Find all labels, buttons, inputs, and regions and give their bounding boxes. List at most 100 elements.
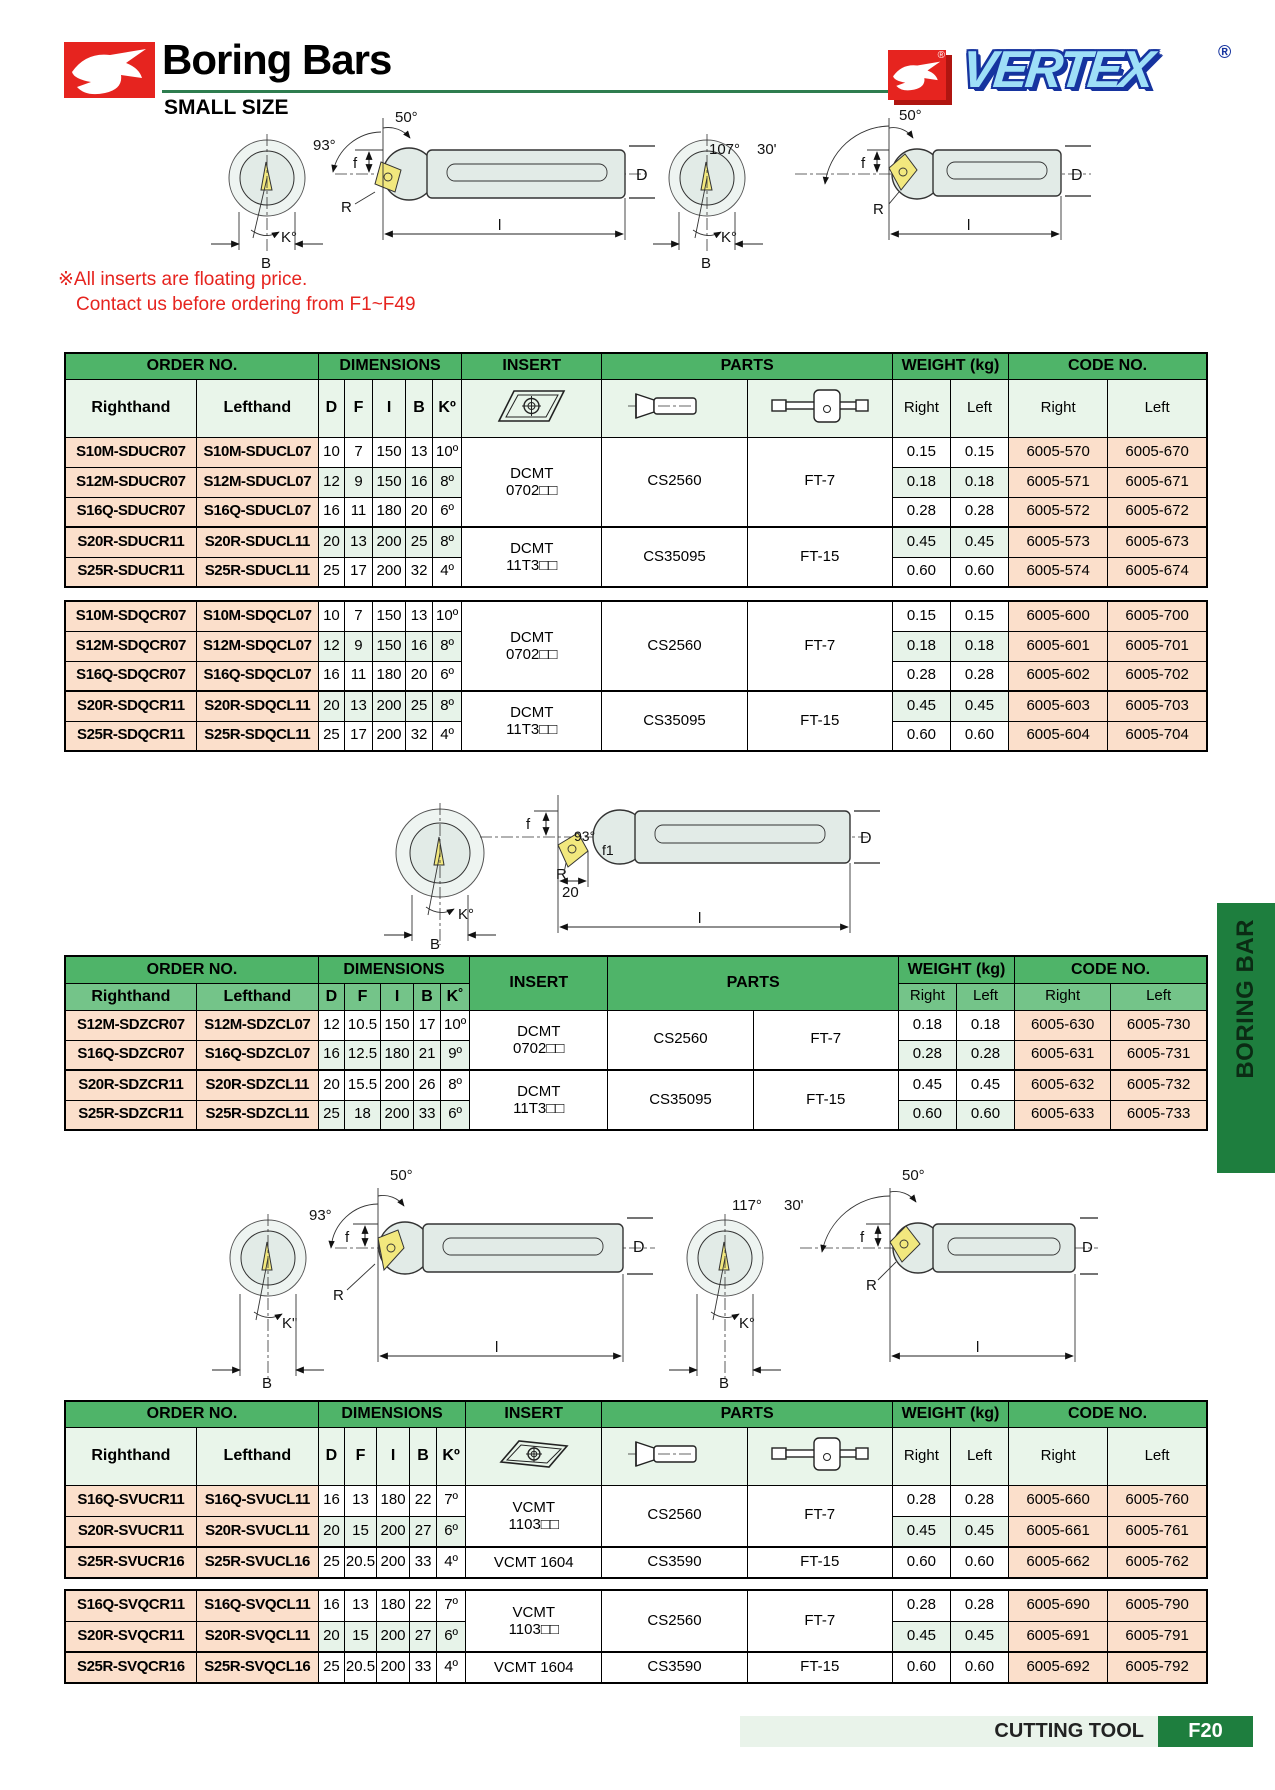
screw-cell: CS2560	[601, 436, 748, 528]
insert-cell: VCMT 1103□□	[465, 1484, 603, 1548]
vcmt-insert-icon	[465, 1426, 603, 1486]
dim-cell: 13	[343, 526, 374, 558]
dim-i-header: I	[372, 378, 407, 438]
label-k: K°	[739, 1315, 755, 1332]
label-angle-min: 30'	[784, 1197, 804, 1214]
order-left-cell: S25R-SVQCL16	[195, 1651, 319, 1684]
weight-right-cell: 0.45	[891, 1515, 951, 1548]
code-left-cell: 6005-702	[1107, 660, 1208, 692]
order-right-cell: S16Q-SDUCR07	[64, 496, 197, 528]
table-row: S12M-SDQCR07 S12M-SDQCL07 12 9 150 16 8º…	[64, 630, 1208, 662]
dim-cell: 20	[317, 1069, 345, 1101]
dim-cell: 150	[371, 600, 407, 632]
weight-left-cell: 0.45	[955, 1069, 1016, 1101]
dim-cell: 180	[376, 1484, 411, 1517]
lefthand-header: Lefthand	[195, 982, 319, 1011]
dim-cell: 20	[405, 496, 434, 528]
footer-page-number: F20	[1158, 1716, 1253, 1747]
dim-cell: 10	[317, 600, 345, 632]
dimensions-header: DIMENSIONS	[317, 352, 463, 380]
code-left-cell: 6005-762	[1107, 1546, 1208, 1579]
dim-cell: 7	[343, 600, 374, 632]
weight-left-cell: 0.18	[949, 630, 1010, 662]
code-no-header: CODE NO.	[1008, 1400, 1208, 1428]
dim-cell: 13	[405, 600, 434, 632]
screw-cell: CS35095	[607, 1069, 754, 1131]
order-right-cell: S12M-SDZCR07	[64, 1009, 197, 1041]
dim-cell: 18	[343, 1099, 382, 1131]
righthand-header: Righthand	[64, 1426, 197, 1486]
table-header-row: ORDER NO. DIMENSIONS INSERT PARTS WEIGHT…	[64, 1400, 1208, 1428]
dim-cell: 10º	[432, 600, 463, 632]
dim-cell: 32	[405, 556, 434, 588]
order-right-cell: S12M-SDUCR07	[64, 466, 197, 498]
registered-mark: ®	[937, 50, 945, 61]
insert-polygon	[377, 1229, 405, 1272]
weight-left-cell: 0.28	[949, 1589, 1010, 1622]
code-left-cell: 6005-790	[1107, 1589, 1208, 1622]
order-left-cell: S16Q-SVUCL11	[195, 1484, 319, 1517]
code-left-header: Left	[1110, 982, 1208, 1011]
dim-cell: 26	[413, 1069, 442, 1101]
page-subtitle: SMALL SIZE	[164, 96, 289, 119]
dim-cell: 7º	[436, 1484, 467, 1517]
table-row: S20R-SVQCR11 S20R-SVQCL11 20 15 200 27 6…	[64, 1620, 1208, 1653]
order-left-cell: S20R-SDQCL11	[195, 690, 319, 722]
code-right-cell: 6005-601	[1008, 630, 1109, 662]
code-left-cell: 6005-672	[1107, 496, 1208, 528]
label-angle-top: 50°	[899, 107, 922, 124]
insert-cell: VCMT 1604	[465, 1651, 603, 1684]
dim-i-header: I	[380, 982, 415, 1011]
code-left-cell: 6005-760	[1107, 1484, 1208, 1517]
label-l: l	[698, 910, 701, 927]
table-header-row: ORDER NO. DIMENSIONS INSERT PARTS WEIGHT…	[64, 352, 1208, 380]
dim-cell: 25	[317, 720, 345, 752]
table-row: S25R-SVUCR16 S25R-SVUCL16 25 20.5 200 33…	[64, 1546, 1208, 1579]
code-right-cell: 6005-604	[1008, 720, 1109, 752]
table-row: S16Q-SVUCR11 S16Q-SVUCL11 16 13 180 22 7…	[64, 1484, 1208, 1548]
dim-cell: 4º	[432, 720, 463, 752]
label-l: l	[967, 217, 970, 234]
order-right-cell: S16Q-SDQCR07	[64, 660, 197, 692]
dim-cell: 16	[317, 1484, 345, 1517]
code-left-cell: 6005-792	[1107, 1651, 1208, 1684]
weight-left-cell: 0.28	[949, 1484, 1010, 1517]
footer-section-label: CUTTING TOOL	[740, 1716, 1158, 1747]
code-left-cell: 6005-670	[1107, 436, 1208, 468]
screw-cell: CS35095	[601, 690, 748, 752]
table-row: S25R-SDQCR11 S25R-SDQCL11 25 17 200 32 4…	[64, 720, 1208, 752]
table-row: S12M-SDUCR07 S12M-SDUCL07 12 9 150 16 8º…	[64, 466, 1208, 498]
code-right-cell: 6005-633	[1014, 1099, 1112, 1131]
dim-cell: 4º	[432, 556, 463, 588]
dim-cell: 180	[371, 660, 407, 692]
dim-cell: 8º	[440, 1069, 471, 1101]
dim-cell: 16	[317, 496, 345, 528]
weight-right-cell: 0.60	[891, 720, 951, 752]
dim-cell: 9º	[440, 1039, 471, 1071]
weight-right-cell: 0.28	[891, 496, 951, 528]
weight-right-cell: 0.28	[897, 1039, 957, 1071]
weight-left-header: Left	[949, 1426, 1010, 1486]
order-no-header: ORDER NO.	[64, 1400, 319, 1428]
table-row: S16Q-SDQCR07 S16Q-SDQCL07 16 11 180 20 6…	[64, 660, 1208, 692]
dim-cell: 200	[371, 720, 407, 752]
page-title: Boring Bars	[162, 36, 392, 83]
wrench-cell: FT-15	[752, 1069, 899, 1131]
lefthand-header: Lefthand	[195, 1426, 319, 1486]
code-left-header: Left	[1107, 1426, 1208, 1486]
label-f: f	[860, 1229, 865, 1246]
label-d: D	[860, 830, 872, 847]
weight-right-cell: 0.28	[891, 660, 951, 692]
dim-cell: 150	[372, 466, 407, 498]
dim-cell: 33	[409, 1651, 438, 1684]
order-left-cell: S20R-SDUCL11	[195, 526, 319, 558]
table-row: S16Q-SDUCR07 S16Q-SDUCL07 16 11 180 20 6…	[64, 496, 1208, 528]
order-right-cell: S20R-SVUCR11	[64, 1515, 197, 1548]
screw-cell: CS35095	[601, 526, 748, 588]
screw-cell: CS2560	[601, 600, 748, 692]
dim-cell: 8º	[432, 690, 463, 722]
parts-header: PARTS	[607, 955, 899, 1011]
parts-header: PARTS	[601, 1400, 893, 1428]
torque-wrench-icon	[746, 378, 893, 438]
code-right-cell: 6005-630	[1014, 1009, 1112, 1041]
